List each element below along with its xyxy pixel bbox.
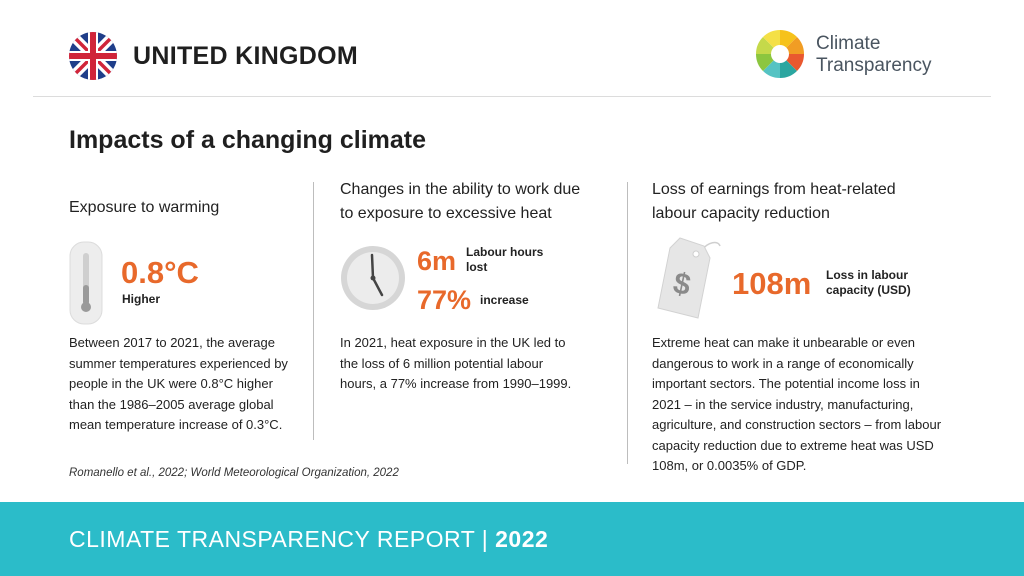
footer-year: 2022 xyxy=(495,526,549,552)
logo-line-2: Transparency xyxy=(816,55,932,76)
footer-report-name: CLIMATE TRANSPARENCY REPORT xyxy=(69,526,475,552)
labour-hours-label: Labour hours lost xyxy=(466,245,543,275)
source-citation: Romanello et al., 2022; World Meteorolog… xyxy=(69,467,399,479)
footer-text: CLIMATE TRANSPARENCY REPORT | 2022 xyxy=(69,526,548,553)
svg-text:$: $ xyxy=(670,267,693,303)
thermometer-icon xyxy=(69,241,103,325)
warming-value: 0.8°C xyxy=(121,255,199,290)
column-1-body: Between 2017 to 2021, the average summer… xyxy=(69,335,288,432)
column-3-body: Extreme heat can make it unbearable or e… xyxy=(652,335,942,473)
column-2-title-line-2: to exposure to excessive heat xyxy=(340,205,552,222)
price-tag-dollar-icon: $ xyxy=(657,237,721,319)
increase-value: 77% xyxy=(417,285,472,315)
labour-hours-label-line-1: Labour hours xyxy=(466,245,544,259)
increase-label: increase xyxy=(480,293,529,307)
earnings-loss-value: 108m xyxy=(732,266,812,301)
earnings-loss-label-line-1: Loss in labour xyxy=(826,268,909,282)
column-2-body: In 2021, heat exposure in the UK led to … xyxy=(340,335,572,391)
column-divider-1 xyxy=(313,182,314,440)
footer-separator: | xyxy=(474,526,496,552)
column-2-title-line-1: Changes in the ability to work due xyxy=(340,181,581,198)
country-name: UNITED KINGDOM xyxy=(133,42,359,70)
column-3-title: Loss of earnings from heat-related labou… xyxy=(652,178,896,226)
earnings-loss-label-line-2: capacity (USD) xyxy=(826,283,911,297)
earnings-loss-label: Loss in labour capacity (USD) xyxy=(826,268,911,298)
warming-label: Higher xyxy=(122,292,161,306)
uk-flag-icon xyxy=(69,32,117,80)
climate-transparency-logo: Climate Transparency xyxy=(754,28,974,84)
logo-sunburst-icon xyxy=(755,29,805,79)
labour-hours-value: 6m xyxy=(417,246,457,276)
logo-line-1: Climate xyxy=(816,33,881,54)
column-1-title: Exposure to warming xyxy=(69,199,220,216)
clock-icon xyxy=(341,246,405,310)
logo-text: Climate Transparency xyxy=(816,33,931,77)
header: UNITED KINGDOM Climate Transparency xyxy=(0,0,1024,96)
column-2-title: Changes in the ability to work due to ex… xyxy=(340,178,580,226)
column-3-title-line-1: Loss of earnings from heat-related xyxy=(652,181,896,198)
header-divider xyxy=(33,96,991,97)
footer: CLIMATE TRANSPARENCY REPORT | 2022 xyxy=(0,502,1024,576)
column-3-title-line-2: labour capacity reduction xyxy=(652,205,830,222)
labour-hours-label-line-2: lost xyxy=(466,260,488,274)
column-divider-2 xyxy=(627,182,628,464)
section-title: Impacts of a changing climate xyxy=(69,126,427,154)
